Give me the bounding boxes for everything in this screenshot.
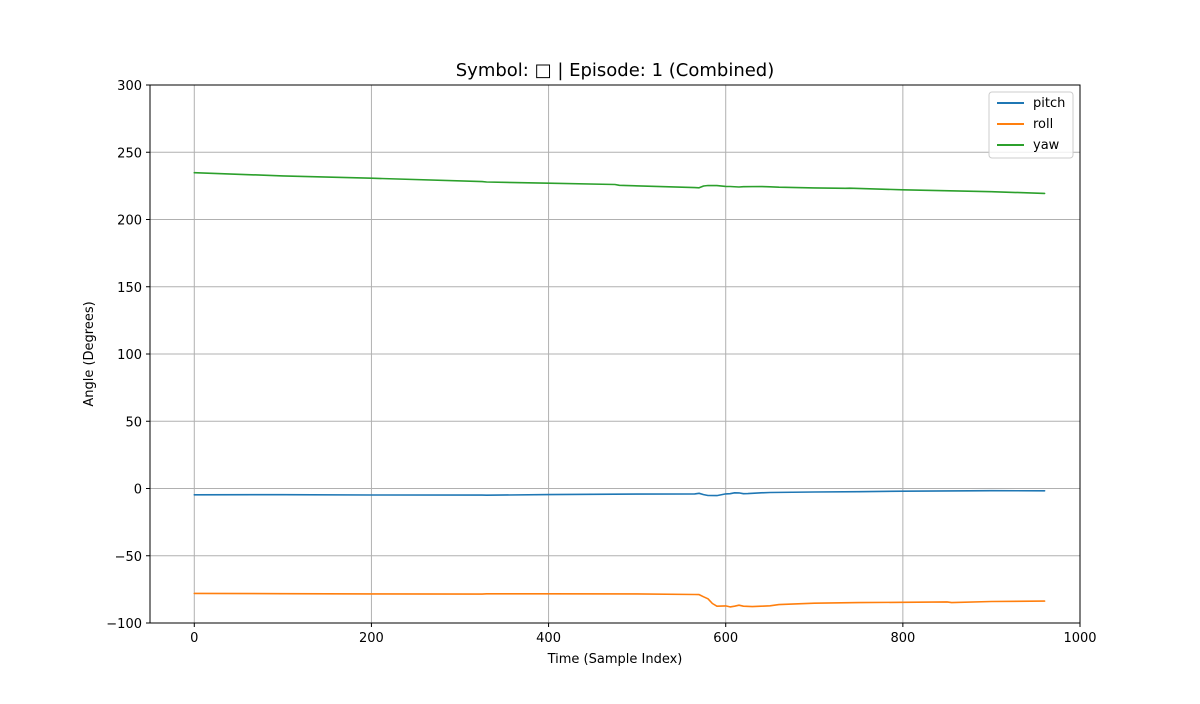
legend-label-yaw: yaw	[1033, 138, 1060, 153]
legend-label-roll: roll	[1033, 117, 1053, 132]
x-tick-label: 200	[359, 631, 384, 646]
y-axis-title: Angle (Degrees)	[82, 301, 97, 406]
series-line-yaw	[193, 171, 1046, 195]
y-tick-label: 250	[117, 146, 142, 161]
y-tick-label: 300	[117, 79, 142, 94]
series-lines	[193, 171, 1046, 608]
y-axis-ticks: −100 −50 0 50 100 150 200 250 300	[106, 79, 150, 632]
x-tick-label: 600	[713, 631, 738, 646]
x-tick-label: 1000	[1063, 631, 1096, 646]
x-axis-title: Time (Sample Index)	[547, 652, 683, 667]
x-tick-label: 400	[536, 631, 561, 646]
y-tick-label: 0	[134, 483, 142, 498]
series-line-pitch	[193, 489, 1046, 497]
legend-label-pitch: pitch	[1033, 96, 1065, 111]
series-line-roll	[193, 592, 1046, 608]
grid	[150, 84, 1081, 624]
legend: pitch roll yaw	[988, 91, 1074, 159]
y-tick-label: 150	[117, 281, 142, 296]
y-tick-label: 50	[125, 415, 142, 430]
chart-title: Symbol: □ | Episode: 1 (Combined)	[456, 60, 775, 81]
y-tick-label: 200	[117, 214, 142, 229]
y-tick-label: −50	[115, 550, 142, 565]
x-tick-label: 0	[190, 631, 198, 646]
y-tick-label: 100	[117, 348, 142, 363]
x-axis-ticks: 0 200 400 600 800 1000	[190, 623, 1097, 646]
x-tick-label: 800	[890, 631, 915, 646]
legend-frame	[988, 91, 1074, 159]
y-tick-label: −100	[106, 617, 142, 632]
